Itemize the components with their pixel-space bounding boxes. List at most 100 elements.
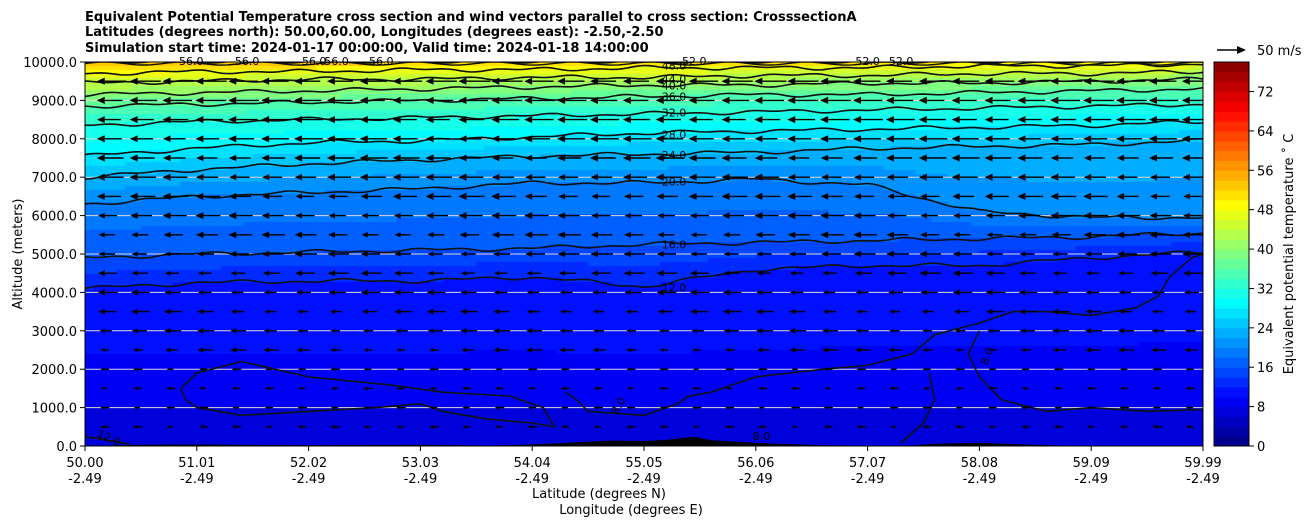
wind-vector [494,405,505,410]
wind-vector [294,116,324,124]
wind-vector [162,96,193,104]
wind-vector [328,289,346,296]
wind-vector [820,116,850,124]
wind-vector [655,96,681,104]
wind-vector [561,405,568,410]
wind-vector [659,328,670,333]
wind-vector [856,386,866,391]
wind-vector [232,386,241,391]
x-tick-label-lat: 52.02 [290,456,327,471]
wind-vector [393,212,414,219]
wind-vector [984,135,1010,143]
wind-vector [754,135,778,143]
wind-vector [228,77,258,85]
wind-vector [1017,116,1042,124]
wind-vector [789,270,804,276]
colorbar-band [1214,367,1249,378]
y-tick-label: 5000.0 [32,248,78,263]
wind-vector [557,77,585,85]
wind-vector [426,289,446,296]
wind-vector [1087,405,1095,410]
colorbar-band [1214,406,1249,417]
contour-line-32.0 [85,102,1203,127]
wind-vector [593,328,604,333]
contour-label-low: 8.0 [753,430,771,443]
wind-vector [133,424,143,429]
wind-vector [294,135,323,143]
low-level-contours [85,253,1203,445]
colorbar-band [1214,308,1249,319]
wind-vector [195,212,221,220]
colorbar-tick-label: 72 [1257,86,1274,101]
colorbar-tick-label: 56 [1257,164,1274,179]
wind-vector [491,231,514,239]
wind-vector [1116,96,1147,104]
wind-vector [392,154,420,162]
wind-vector [492,154,514,162]
wind-vector [359,77,388,85]
wind-vector [528,405,537,410]
wind-vector [261,96,291,104]
wind-vector [922,328,932,333]
wind-vector [96,135,122,143]
wind-vector [955,424,965,429]
wind-vector [822,328,838,334]
wind-vector [856,424,866,429]
wind-vector [988,405,997,410]
wind-vector [820,212,845,220]
wind-vector [920,193,940,200]
colorbar-band [1214,121,1249,132]
wind-vector [855,347,871,353]
wind-vector [1020,347,1031,353]
wind-vector [657,212,675,219]
colorbar-tick-label: 8 [1257,401,1265,416]
wind-vector [659,386,669,391]
wind-vector [560,386,570,391]
wind-vector [986,251,1003,257]
wind-vector [655,154,684,162]
wind-vector [1148,135,1177,143]
wind-vector [326,77,354,85]
wind-vector [228,116,258,124]
wind-vector [627,386,634,391]
wind-vector [1182,231,1203,239]
wind-vector [1085,289,1100,295]
wind-vector [689,289,710,296]
wind-vector [693,367,699,371]
wind-vector [133,405,141,410]
wind-vector [394,308,412,315]
wind-vector [294,96,322,104]
wind-vector [294,250,318,258]
wind-vector [725,386,732,391]
wind-vector [1019,231,1037,238]
wind-vector [462,424,471,429]
wind-vector [557,231,581,239]
wind-vector [1151,290,1165,295]
wind-vector [462,367,471,372]
wind-vector [1185,386,1195,391]
colorbar-tick-label: 0 [1257,440,1265,455]
wind-vector [228,193,251,200]
wind-vector [822,309,836,315]
wind-vector [560,424,570,429]
wind-vector [458,135,482,143]
wind-vector [955,386,964,391]
wind-vector [1085,347,1101,353]
wind-vector [787,96,819,104]
y-tick-label: 8000.0 [32,133,78,148]
wind-vector [823,367,833,372]
wind-vector [622,77,650,85]
wind-vector [721,192,748,200]
wind-vector [622,173,648,181]
wind-vector [557,154,582,162]
wind-vector [493,289,508,295]
wind-vector [591,212,611,219]
wind-vector [589,96,618,104]
wind-vector [626,424,636,429]
wind-vector [1017,135,1041,143]
wind-vector [130,212,153,219]
wind-vector [1149,154,1174,162]
wind-vector [655,173,682,181]
wind-vector [754,96,785,104]
wind-vector [988,386,998,391]
